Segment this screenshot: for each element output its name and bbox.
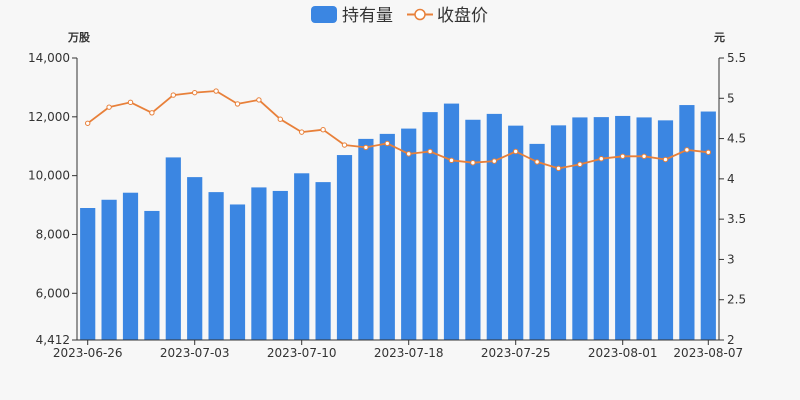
close-price-point[interactable] [192,89,198,96]
close-price-point[interactable] [341,142,348,148]
close-price-point[interactable] [363,144,369,151]
legend-bar-swatch [311,6,337,23]
close-price-point[interactable] [149,110,155,116]
x-ticks: 2023-06-26 2023-07-03 2023-07-10 2023-07-18… [53,340,743,360]
holdings-bar[interactable] [80,208,96,340]
holdings-bar[interactable] [208,192,224,340]
holdings-bar[interactable] [508,125,524,340]
close-price-point[interactable] [684,147,690,153]
legend-line-marker [414,8,426,21]
holdings-bar[interactable] [615,115,631,340]
close-price-point[interactable] [299,129,305,135]
close-price-point[interactable] [170,92,177,98]
holdings-bar[interactable] [358,138,374,340]
close-price-point[interactable] [406,151,412,157]
holdings-bar[interactable] [144,210,160,340]
holdings-bar[interactable] [529,143,545,340]
y-right-tick-label: 3.5 [727,212,746,226]
holdings-bar[interactable] [122,192,139,340]
x-tick-label: 2023-08-01 [588,346,658,360]
holdings-bar[interactable] [636,117,652,340]
close-price-point[interactable] [555,165,562,172]
holdings-bar[interactable] [229,204,246,340]
holdings-bar[interactable] [700,111,716,340]
y-left-tick-label: 4,412 [36,333,70,347]
close-price-point[interactable] [213,88,219,94]
close-price-point[interactable] [598,156,604,162]
legend-item-line[interactable]: 收盘价 [407,6,488,26]
y-right-tick-label: 3 [727,252,735,266]
close-price-point[interactable] [384,140,390,147]
legend-label-holdings: 持有量 [342,6,393,26]
close-price-point[interactable] [106,104,112,110]
y-left-tick-label: 12,000 [28,110,70,124]
legend[interactable]: 持有量 收盘价 [311,6,488,26]
y-left-unit: 万股 [67,31,91,44]
y-right-tick-label: 4 [727,172,735,186]
x-tick-label: 2023-07-18 [374,346,444,360]
close-price-point[interactable] [641,153,647,159]
holdings-bar[interactable] [272,190,288,340]
legend-label-close-price: 收盘价 [437,6,488,26]
holdings-bar[interactable] [294,173,310,340]
holdings-bar[interactable] [657,120,674,341]
price-line-group [85,88,711,172]
y-right-tick-label: 2.5 [727,293,746,307]
close-price-point[interactable] [448,157,455,164]
y-left-tick-label: 14,000 [28,51,70,65]
y-left-tick-label: 6,000 [36,286,70,300]
close-price-point[interactable] [577,161,583,168]
holdings-bar[interactable] [593,117,609,340]
close-price-point[interactable] [662,156,669,163]
close-price-point[interactable] [85,120,91,126]
holdings-bar[interactable] [187,177,203,340]
legend-item-bar[interactable]: 持有量 [311,6,393,26]
holdings-bar[interactable] [465,119,481,340]
x-tick-label: 2023-07-10 [267,346,337,360]
close-price-point[interactable] [427,148,433,155]
holdings-bar[interactable] [315,182,331,340]
x-tick-label: 2023-06-26 [53,346,123,360]
close-price-point[interactable] [513,148,519,155]
holdings-bar[interactable] [336,155,353,340]
holdings-bar[interactable] [443,103,460,341]
y-right-ticks: 2 2.5 3 3.5 4 4.5 5 5.5 [719,51,746,347]
y-right-tick-label: 2 [727,333,735,347]
close-price-line [87,90,709,170]
close-price-point[interactable] [620,153,626,159]
close-price-point[interactable] [127,99,134,106]
x-tick-label: 2023-07-25 [481,346,551,360]
y-right-tick-label: 5 [727,91,735,105]
close-price-point[interactable] [256,97,262,103]
holdings-bar[interactable] [101,199,117,340]
close-price-point[interactable] [277,116,283,122]
y-left-ticks: 4,412 6,000 8,000 10,000 12,000 14,000 [28,51,77,347]
close-price-point[interactable] [534,159,540,165]
y-left-tick-label: 8,000 [36,227,70,241]
close-price-point[interactable] [705,149,711,155]
y-right-tick-label: 4.5 [727,132,746,146]
y-left-tick-label: 10,000 [28,169,70,183]
close-price-point[interactable] [234,101,241,107]
holdings-bar[interactable] [401,128,417,340]
holdings-bar[interactable] [379,133,395,340]
holdings-bar[interactable] [165,157,181,340]
holdings-bar[interactable] [550,125,567,341]
holdings-bar[interactable] [572,117,588,340]
bars-group [80,103,716,341]
holdings-bar[interactable] [679,105,695,340]
close-price-point[interactable] [470,160,476,166]
close-price-point[interactable] [320,127,326,133]
holdings-bar[interactable] [486,113,502,340]
y-right-unit: 元 [714,31,725,44]
holdings-bar[interactable] [422,112,438,340]
holdings-bar[interactable] [251,187,267,340]
close-price-point[interactable] [491,158,497,164]
x-tick-label: 2023-08-07 [673,346,743,360]
x-tick-label: 2023-07-03 [160,346,230,360]
y-right-tick-label: 5.5 [727,51,746,65]
